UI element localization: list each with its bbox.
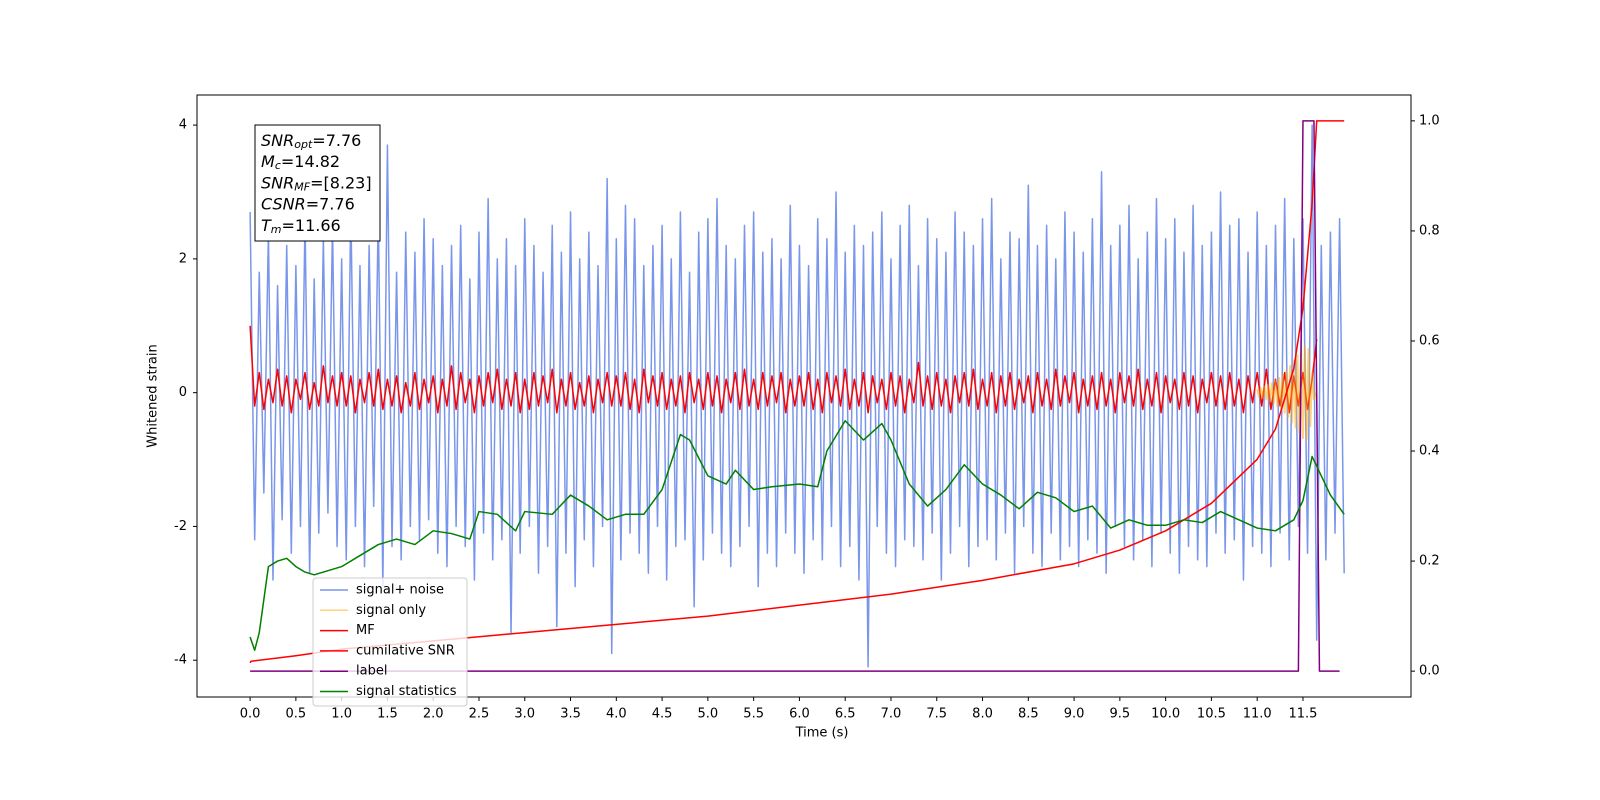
annotation-value: =11.66 <box>282 215 341 234</box>
legend-label: label <box>356 664 387 679</box>
x-tick-label: 4.5 <box>652 707 673 722</box>
annotation-line: CSNR=7.76 <box>261 194 355 213</box>
annotation-frame <box>254 124 381 242</box>
x-tick-label: 8.0 <box>972 707 993 722</box>
legend-label: cumilative SNR <box>356 643 455 658</box>
x-tick-label: 2.0 <box>423 707 444 722</box>
y2-tick-label: 0.8 <box>1419 223 1440 238</box>
x-tick-label: 3.0 <box>514 707 535 722</box>
x-tick-label: 10.0 <box>1151 707 1180 722</box>
axes-frame <box>196 94 1412 698</box>
annotation-name: CSNR <box>261 194 306 213</box>
x-tick-label: 9.5 <box>1110 707 1131 722</box>
series-line <box>249 325 1318 414</box>
x-tick-label: 7.5 <box>926 707 947 722</box>
x-tick-label: 6.5 <box>835 707 856 722</box>
legend-label: MF <box>356 623 375 638</box>
annotation-sub: c <box>275 159 281 172</box>
annotation-sub: m <box>271 223 282 236</box>
annotation-value: =7.76 <box>306 194 355 213</box>
legend-label: signal only <box>356 603 426 618</box>
annotation-value: =14.82 <box>281 152 340 171</box>
y2-tick-label: 0.4 <box>1419 444 1440 459</box>
annotation-name: T <box>261 215 272 234</box>
y2-tick-label: 0.2 <box>1419 554 1440 569</box>
x-tick-label: 5.0 <box>698 707 719 722</box>
y2-tick-label: 0.0 <box>1419 664 1440 679</box>
x-axis-label: Time (s) <box>795 726 849 741</box>
y-tick-label: 4 <box>179 118 187 133</box>
annotation-sub: opt <box>294 138 313 151</box>
legend-label: signal statistics <box>356 684 457 699</box>
x-tick-label: 9.0 <box>1064 707 1085 722</box>
x-tick-label: 2.5 <box>469 707 490 722</box>
annotation-box: SNRopt=7.76Mc=14.82SNRMF=[8.23]CSNR=7.76… <box>254 124 381 242</box>
x-tick-label: 10.5 <box>1197 707 1226 722</box>
annotation-line: SNRopt=7.76 <box>261 131 361 152</box>
x-tick-label: 11.0 <box>1243 707 1272 722</box>
legend-frame <box>312 577 468 707</box>
series-line <box>1256 344 1317 441</box>
annotation-line: Tm=11.66 <box>261 215 341 236</box>
y-tick-label: -2 <box>174 519 187 534</box>
x-tick-label: 5.5 <box>743 707 764 722</box>
series-line <box>250 120 1340 672</box>
series-line <box>249 124 1345 668</box>
x-tick-label: 0.0 <box>240 707 261 722</box>
y-tick-label: 2 <box>179 251 187 266</box>
annotation-value: =7.76 <box>312 131 361 150</box>
series-line <box>249 420 1345 651</box>
x-tick-label: 0.5 <box>286 707 307 722</box>
y-axis-label: Whitened strain <box>146 344 161 447</box>
x-tick-label: 4.0 <box>606 707 627 722</box>
x-tick-label: 6.0 <box>789 707 810 722</box>
legend: signal+ noise signal only MF cumilative SNR… <box>312 577 468 707</box>
x-tick-label: 3.5 <box>560 707 581 722</box>
x-tick-label: 1.0 <box>331 707 352 722</box>
x-tick-label: 7.0 <box>881 707 902 722</box>
annotation-sub: MF <box>294 180 310 193</box>
annotation-line: SNRMF=[8.23] <box>261 173 372 194</box>
annotation-line: Mc=14.82 <box>261 152 340 173</box>
annotation-value: =[8.23] <box>310 173 372 192</box>
legend-label: signal+ noise <box>356 583 444 598</box>
x-tick-label: 1.5 <box>377 707 398 722</box>
y2-tick-label: 0.6 <box>1419 333 1440 348</box>
x-tick-label: 8.5 <box>1018 707 1039 722</box>
y-tick-label: 0 <box>179 385 187 400</box>
annotation-name: M <box>261 152 275 171</box>
annotation-name: SNR <box>261 131 294 150</box>
annotation-name: SNR <box>261 173 294 192</box>
y2-tick-label: 1.0 <box>1419 113 1440 128</box>
x-tick-label: 11.5 <box>1288 707 1317 722</box>
y-tick-label: -4 <box>174 653 187 668</box>
